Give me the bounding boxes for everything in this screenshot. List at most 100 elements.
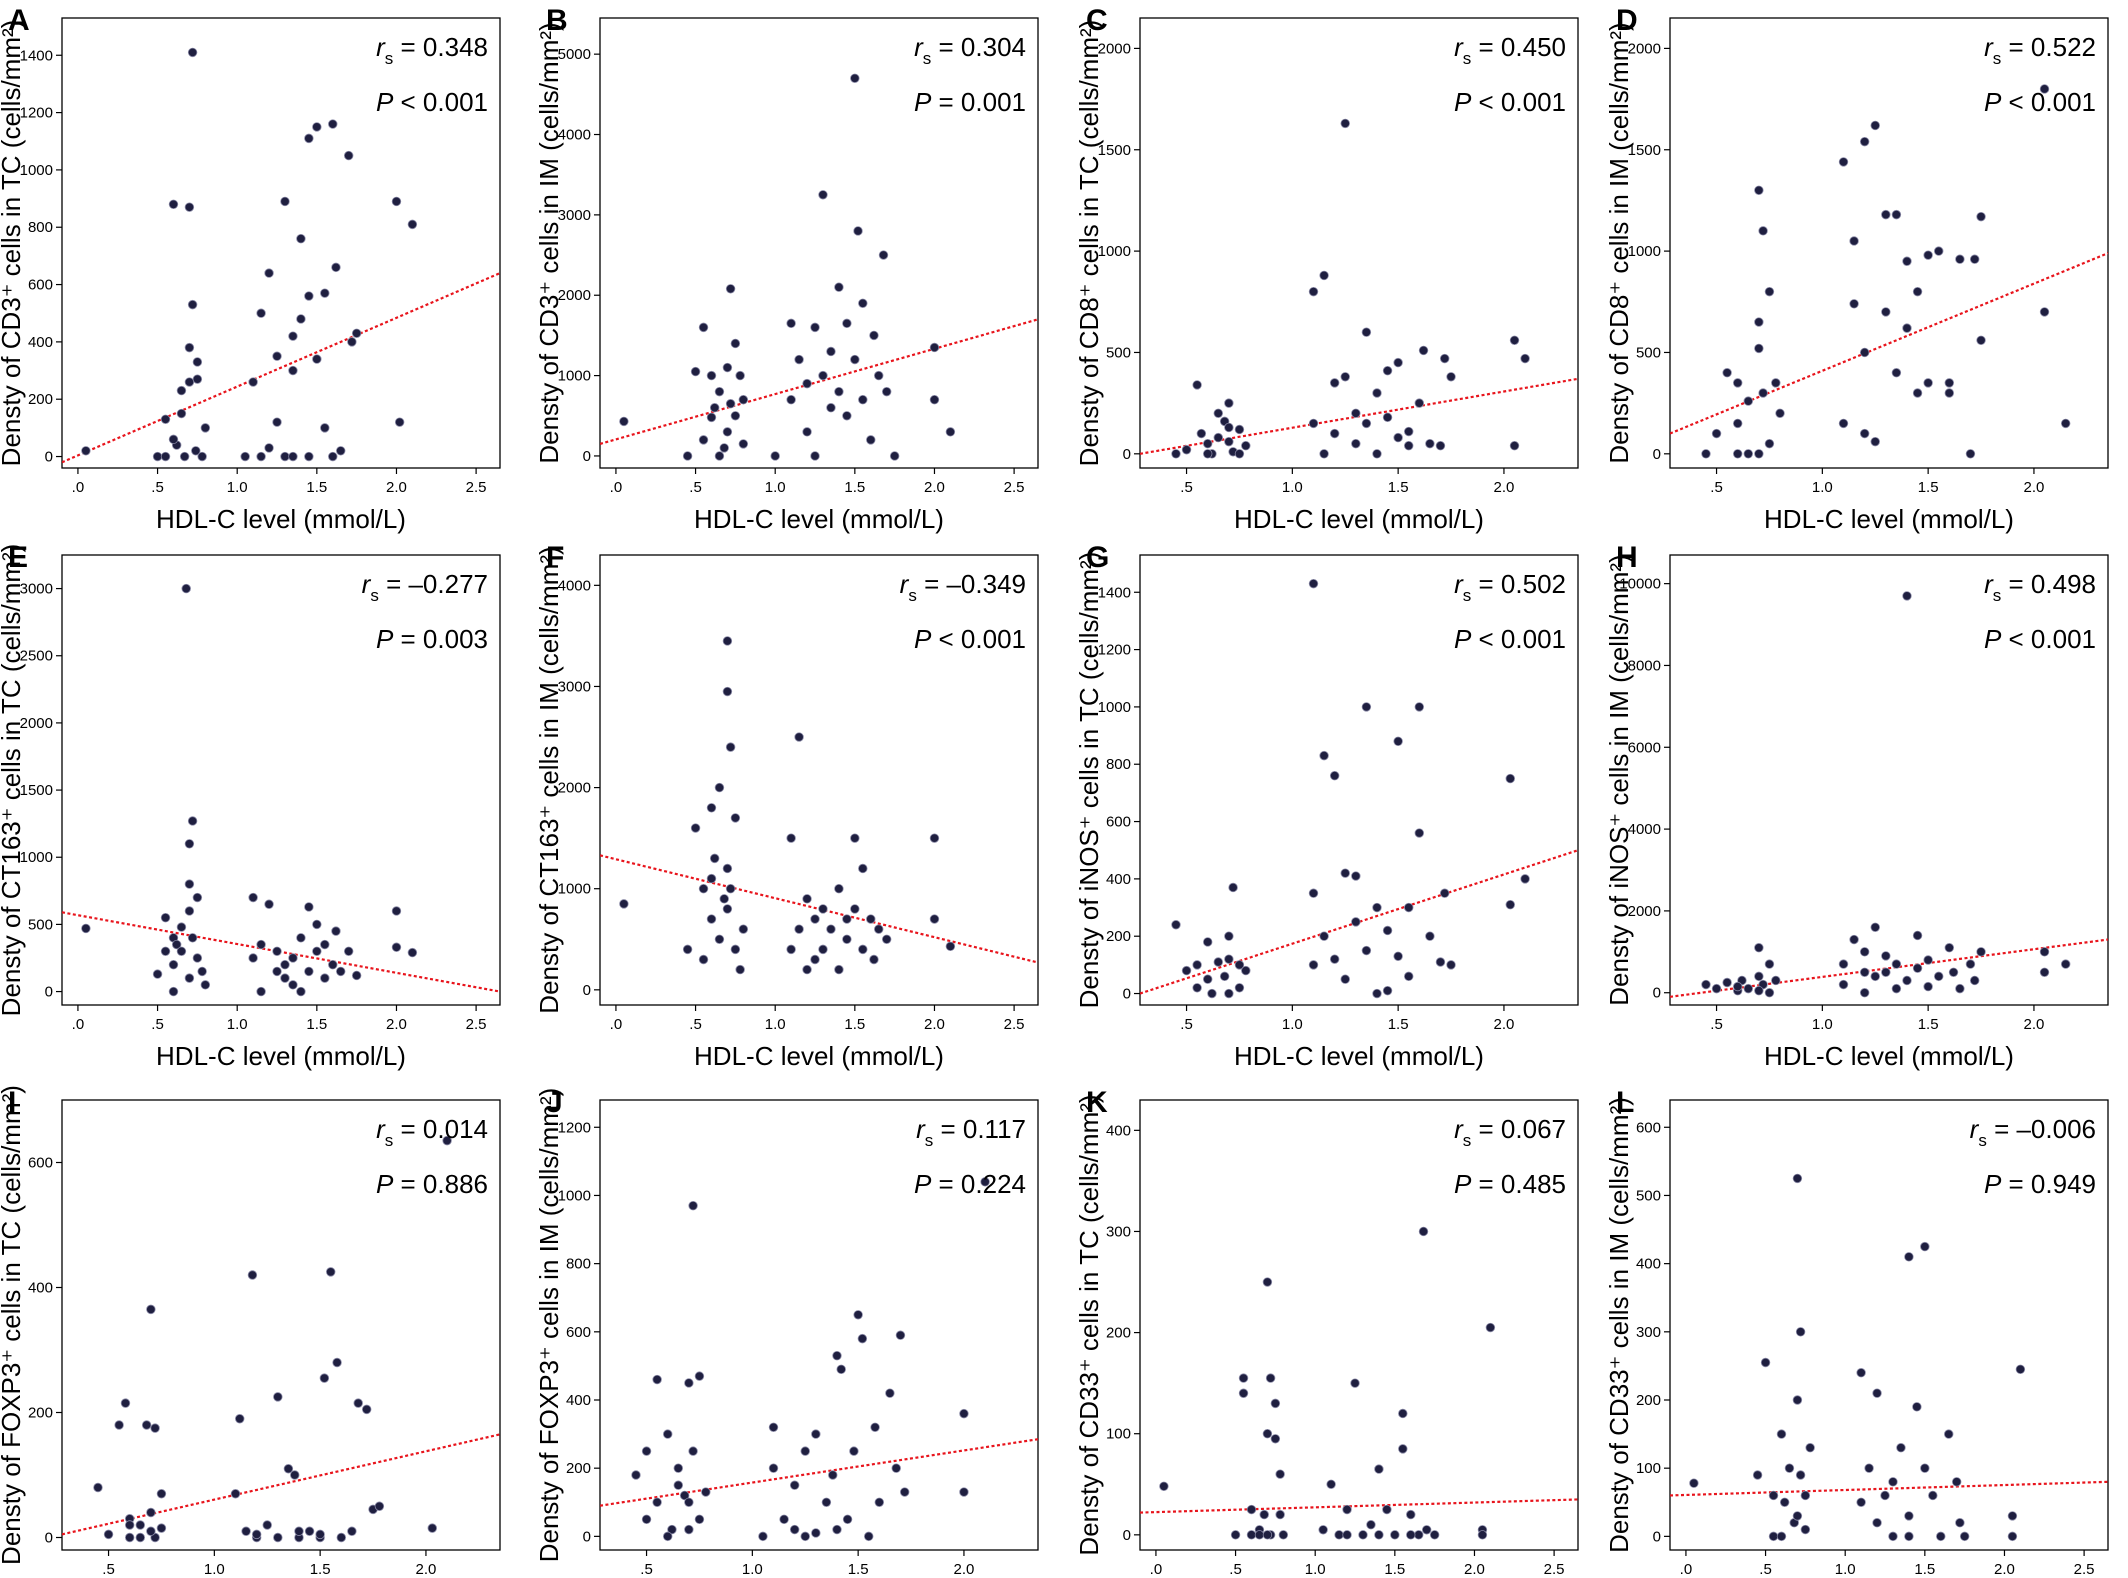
data-point (1859, 347, 1870, 358)
data-point (858, 298, 868, 308)
p-statistic: P = 0.949 (1984, 1169, 2096, 1199)
data-point (800, 1446, 810, 1456)
data-point (304, 1526, 315, 1536)
data-point (1912, 1402, 1922, 1412)
data-point (1722, 977, 1732, 988)
data-point (1758, 226, 1768, 236)
data-point (821, 1497, 832, 1507)
data-point (1224, 436, 1234, 447)
data-point (1912, 388, 1923, 398)
data-point (336, 966, 346, 977)
data-point (1224, 931, 1234, 941)
data-point (1754, 317, 1764, 327)
data-point (1308, 888, 1319, 898)
data-point (1192, 960, 1202, 970)
data-point (858, 863, 868, 874)
data-point (1262, 1530, 1273, 1540)
y-tick-label: 6000 (1628, 739, 1661, 756)
data-point (1904, 1252, 1914, 1262)
rs-statistic: rs = 0.014 (376, 1114, 488, 1150)
regression-line (1670, 938, 2108, 998)
data-point (1701, 979, 1711, 990)
data-point (407, 219, 418, 230)
data-point (730, 944, 741, 955)
data-point (1393, 357, 1403, 368)
y-tick-label: 0 (1653, 1528, 1661, 1545)
data-point (1382, 366, 1393, 376)
data-point (1421, 1525, 1432, 1535)
y-tick-label: 1000 (20, 849, 53, 866)
data-point (304, 133, 314, 144)
plot-frame (599, 1099, 1039, 1551)
data-point (1758, 388, 1768, 398)
x-axis-title: HDL-C level (mmol/L) (156, 504, 406, 534)
data-point (391, 196, 402, 207)
y-tick-label: 300 (1636, 1324, 1661, 1341)
data-point (832, 1350, 842, 1361)
data-point (1976, 211, 1986, 222)
data-point (1439, 353, 1450, 364)
data-point (1928, 1490, 1938, 1501)
data-point (1872, 1388, 1882, 1398)
data-point (1308, 578, 1319, 589)
data-point (247, 1270, 258, 1280)
x-tick-label: 2.0 (2024, 1016, 2045, 1033)
data-point (850, 354, 860, 365)
data-point (834, 386, 844, 397)
data-point (160, 912, 171, 923)
x-tick-label: 1.5 (844, 479, 865, 496)
y-axis-title: Densty of iNOS⁺ cells in IM (cells/mm²) (1604, 554, 1634, 1005)
data-point (818, 190, 828, 200)
data-point (858, 394, 868, 405)
data-point (391, 906, 402, 916)
data-point (1792, 1511, 1803, 1521)
data-point (235, 1414, 245, 1424)
data-point (1733, 418, 1743, 429)
panel-letter: J (546, 1086, 563, 1119)
x-tick-label: .5 (1180, 1016, 1193, 1033)
data-point (725, 742, 736, 752)
y-tick-label: 2000 (558, 780, 591, 797)
data-point (304, 291, 314, 301)
data-point (980, 1177, 990, 1187)
x-tick-label: 1.5 (1918, 1016, 1939, 1033)
data-point (1881, 209, 1891, 220)
data-point (1838, 959, 1849, 969)
data-point (1771, 378, 1781, 388)
data-point (1485, 1322, 1496, 1333)
data-point (725, 399, 736, 409)
data-point (1752, 1470, 1763, 1480)
data-point (1902, 256, 1912, 266)
y-tick-label: 1000 (1098, 699, 1131, 716)
y-tick-label: 500 (1636, 1187, 1661, 1204)
data-point (811, 1429, 821, 1439)
data-point (1800, 1490, 1811, 1501)
x-tick-label: 2.0 (1494, 1016, 1515, 1033)
data-point (770, 451, 780, 461)
y-axis-title: Densty of FOXP3⁺ cells in IM (cells/mm²) (534, 1088, 564, 1563)
data-point (864, 1531, 874, 1542)
data-point (857, 1333, 868, 1344)
data-point (663, 1429, 673, 1439)
data-point (320, 288, 330, 298)
data-point (1429, 1530, 1440, 1540)
x-tick-label: .5 (1710, 1016, 1723, 1033)
data-point (682, 944, 693, 955)
x-tick-label: 1.5 (848, 1561, 869, 1578)
data-point (1224, 988, 1234, 999)
data-point (197, 966, 207, 977)
data-point (394, 417, 405, 427)
data-point (945, 427, 956, 437)
data-point (374, 1501, 385, 1511)
data-point (1207, 988, 1217, 999)
data-point (1446, 960, 1456, 970)
data-point (738, 439, 749, 449)
x-tick-label: .0 (610, 1016, 623, 1033)
data-point (320, 423, 330, 433)
data-point (135, 1532, 145, 1543)
x-tick-label: 1.5 (1384, 1561, 1405, 1578)
y-tick-label: 0 (1123, 986, 1131, 1003)
data-point (1754, 971, 1764, 982)
data-point (1340, 868, 1350, 878)
data-point (1203, 974, 1213, 984)
